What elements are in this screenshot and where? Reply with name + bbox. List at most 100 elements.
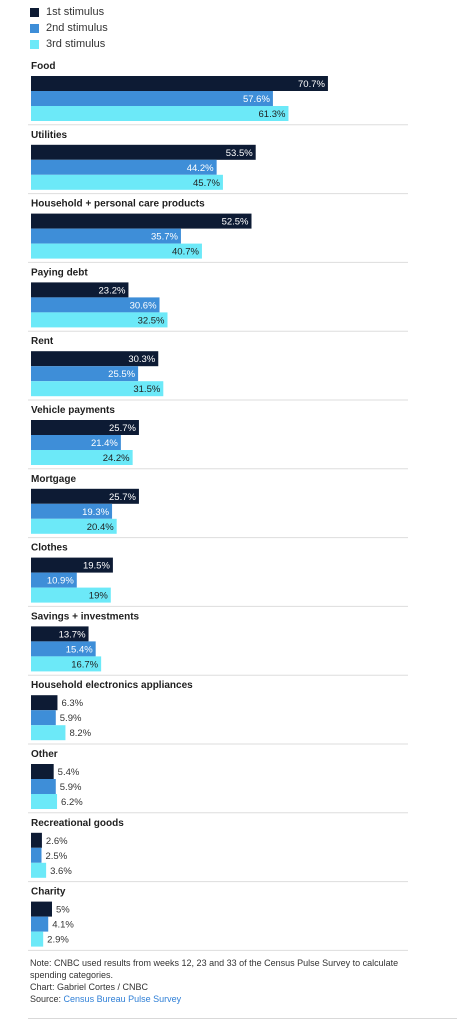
value-label: 32.5% xyxy=(138,315,165,326)
bar-series-2 xyxy=(31,847,42,863)
bar-series-3 xyxy=(31,862,47,878)
legend-label: 2nd stimulus xyxy=(46,22,108,34)
bar-series-1 xyxy=(31,764,54,779)
value-label: 6.2% xyxy=(61,797,83,808)
note-text: Note: CNBC used results from weeks 12, 2… xyxy=(30,958,399,980)
category-label: Vehicle payments xyxy=(31,405,115,416)
legend-item: 3rd stimulus xyxy=(30,36,108,52)
bar-series-2 xyxy=(31,572,77,588)
value-label: 2.5% xyxy=(46,851,68,862)
bar-series-2 xyxy=(31,779,56,794)
bar-series-3 xyxy=(31,931,44,947)
bar-series-3 xyxy=(31,312,168,328)
value-label: 5.9% xyxy=(60,713,82,724)
category-label: Rent xyxy=(31,336,54,347)
category-label: Mortgage xyxy=(31,474,76,485)
category-label: Utilities xyxy=(31,130,68,141)
value-label: 44.2% xyxy=(187,163,214,174)
bar-series-1 xyxy=(31,76,328,91)
bar-series-1 xyxy=(31,557,113,573)
value-label: 20.4% xyxy=(87,522,114,533)
bar-series-2 xyxy=(31,228,181,244)
value-label: 40.7% xyxy=(172,247,199,258)
bar-series-2 xyxy=(31,366,139,382)
value-label: 5.4% xyxy=(58,767,80,778)
value-label: 35.7% xyxy=(151,232,178,243)
category-label: Recreational goods xyxy=(31,818,124,829)
bar-series-3 xyxy=(31,518,117,534)
value-label: 70.7% xyxy=(298,79,325,90)
bar-series-2 xyxy=(31,91,273,106)
bar-series-3 xyxy=(31,794,58,809)
bar-series-1 xyxy=(31,488,139,504)
bar-series-3 xyxy=(31,106,289,121)
value-label: 45.7% xyxy=(193,178,220,189)
value-label: 13.7% xyxy=(59,629,86,640)
value-label: 57.6% xyxy=(243,94,270,105)
value-label: 2.9% xyxy=(47,935,69,946)
value-label: 2.6% xyxy=(46,836,68,847)
bar-series-3 xyxy=(31,381,164,397)
bar-series-2 xyxy=(31,503,113,519)
bar-series-1 xyxy=(31,282,129,298)
bar-series-1 xyxy=(31,695,58,711)
bar-series-1 xyxy=(31,351,159,367)
value-label: 8.2% xyxy=(69,728,91,739)
bar-series-3 xyxy=(31,174,223,190)
bar-series-1 xyxy=(31,213,252,229)
value-label: 19.3% xyxy=(82,507,109,518)
bar-series-3 xyxy=(31,725,66,741)
bar-series-3 xyxy=(31,450,133,465)
value-label: 53.5% xyxy=(226,148,253,159)
value-label: 31.5% xyxy=(133,384,160,395)
value-label: 19% xyxy=(89,591,109,602)
legend-item: 2nd stimulus xyxy=(30,20,108,36)
bar-series-2 xyxy=(31,916,49,932)
bar-series-1 xyxy=(31,832,42,848)
bar-series-2 xyxy=(31,159,217,175)
value-label: 19.5% xyxy=(83,561,110,572)
value-label: 3.6% xyxy=(50,866,72,877)
legend-label: 3rd stimulus xyxy=(46,38,106,50)
value-label: 16.7% xyxy=(71,659,98,670)
category-label: Clothes xyxy=(31,543,68,554)
value-label: 5% xyxy=(56,905,70,916)
bottom-divider xyxy=(28,1018,457,1019)
category-label: Paying debt xyxy=(31,267,88,278)
value-label: 30.6% xyxy=(130,300,157,311)
bar-series-1 xyxy=(31,901,52,917)
legend-label: 1st stimulus xyxy=(46,6,105,18)
bar-series-2 xyxy=(31,641,96,657)
value-label: 25.7% xyxy=(109,423,136,434)
bar-series-3 xyxy=(31,656,102,672)
value-label: 6.3% xyxy=(61,698,83,709)
bar-series-3 xyxy=(31,587,111,603)
legend: 1st stimulus 2nd stimulus 3rd stimulus xyxy=(30,4,108,52)
value-label: 25.5% xyxy=(108,369,135,380)
value-label: 5.9% xyxy=(60,782,82,793)
value-label: 23.2% xyxy=(99,285,126,296)
legend-swatch xyxy=(30,7,39,17)
category-label: Household electronics appliances xyxy=(31,680,193,691)
value-label: 21.4% xyxy=(91,438,118,449)
value-label: 15.4% xyxy=(66,644,93,655)
value-label: 61.3% xyxy=(259,109,286,120)
category-label: Charity xyxy=(31,887,66,898)
bar-series-2 xyxy=(31,435,121,450)
source-link[interactable]: Census Bureau Pulse Survey xyxy=(63,994,182,1004)
bar-series-1 xyxy=(31,626,89,642)
category-label: Household + personal care products xyxy=(31,199,205,210)
value-label: 25.7% xyxy=(109,492,136,503)
bar-series-1 xyxy=(31,420,139,435)
value-label: 10.9% xyxy=(47,576,74,587)
chart-credit: Chart: Gabriel Cortes / CNBC xyxy=(30,982,149,992)
legend-item: 1st stimulus xyxy=(30,4,108,20)
source-line: Source: Census Bureau Pulse Survey xyxy=(30,993,430,1005)
bar-series-1 xyxy=(31,144,256,160)
bar-series-2 xyxy=(31,710,56,726)
legend-swatch xyxy=(30,23,39,33)
legend-swatch xyxy=(30,39,39,49)
bar-series-3 xyxy=(31,243,202,259)
category-label: Other xyxy=(31,749,58,760)
source-prefix: Source: xyxy=(30,994,62,1004)
